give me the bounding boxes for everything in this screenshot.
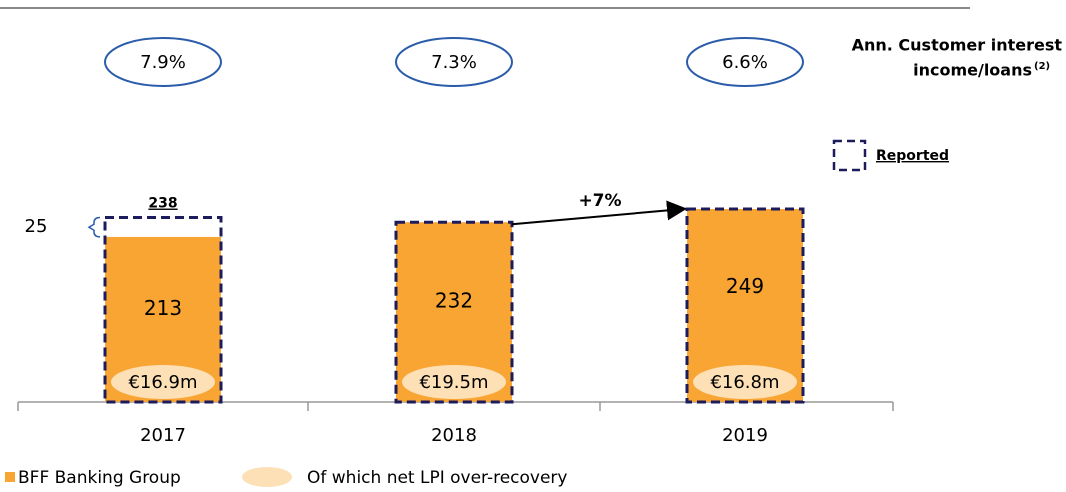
lpi-oval	[402, 365, 506, 399]
growth-arrow	[511, 200, 687, 226]
adjustment-brace	[87, 216, 101, 238]
reported-box	[103, 216, 223, 404]
ratio-label: 7.9%	[140, 52, 186, 73]
ratio-oval	[104, 37, 222, 87]
lpi-oval	[111, 365, 215, 399]
ratio-title: Ann. Customer interest	[852, 36, 1063, 55]
adjustment-label: 25	[25, 216, 48, 237]
legend-label: Of which net LPI over-recovery	[307, 468, 568, 488]
x-tick-label: 2017	[140, 425, 186, 446]
legend-swatch	[242, 467, 292, 487]
growth-label: +7%	[578, 191, 621, 211]
ratio-label: 7.3%	[431, 52, 477, 73]
ratio-oval	[686, 37, 804, 87]
bar-value-label: 232	[435, 289, 473, 313]
legend-label: Reported	[876, 148, 949, 164]
ratio-note: (2)	[1034, 61, 1050, 72]
lpi-oval	[693, 365, 797, 399]
ratio-title: income/loans	[913, 61, 1032, 80]
legend-label: BFF Banking Group	[18, 468, 181, 488]
lpi-label: €19.5m	[419, 372, 488, 393]
legend-swatch	[5, 472, 15, 482]
reported-box	[685, 207, 805, 404]
x-tick-label: 2019	[722, 425, 768, 446]
reported-label: 238	[148, 196, 177, 212]
reported-box	[394, 220, 514, 404]
legend-swatch	[832, 139, 867, 172]
lpi-label: €16.9m	[128, 372, 197, 393]
ratio-label: 6.6%	[722, 52, 768, 73]
ratio-oval	[395, 37, 513, 87]
bar-value-label: 249	[726, 274, 764, 298]
x-tick-label: 2018	[431, 425, 477, 446]
lpi-label: €16.8m	[710, 372, 779, 393]
bar-value-label: 213	[144, 296, 182, 320]
